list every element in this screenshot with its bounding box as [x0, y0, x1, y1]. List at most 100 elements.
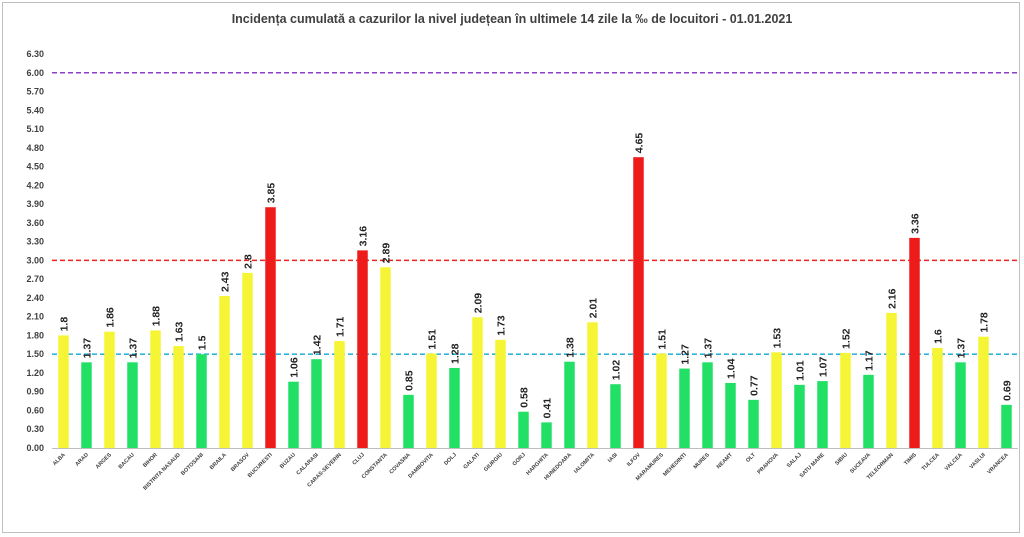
- bar: [242, 272, 253, 448]
- x-tick-label: BRAILA: [209, 452, 228, 471]
- x-tick-label: CALARASI: [296, 452, 321, 477]
- bar: [219, 296, 230, 448]
- x-tick-label: VRANCEA: [986, 452, 1009, 475]
- x-tick-label: SIBIU: [834, 452, 849, 467]
- bar: [725, 382, 736, 448]
- x-tick-label: BACAU: [118, 452, 136, 470]
- data-label: 2.09: [473, 293, 485, 314]
- bar: [288, 381, 299, 448]
- data-label: 1.38: [565, 337, 577, 358]
- x-tick-label: ALBA: [52, 452, 67, 467]
- y-tick-label: 2.40: [26, 293, 44, 303]
- bar: [932, 347, 943, 448]
- bar: [334, 341, 345, 448]
- bar: [909, 237, 920, 448]
- x-tick-label: NEAMT: [716, 452, 735, 471]
- data-label: 1.42: [312, 335, 324, 356]
- bar: [702, 362, 713, 448]
- y-tick-label: 1.80: [26, 330, 44, 340]
- bar: [173, 346, 184, 448]
- data-label: 0.69: [1002, 380, 1014, 401]
- bar: [472, 317, 483, 448]
- x-tick-label: CLUJ: [352, 452, 366, 466]
- data-label: 0.58: [519, 387, 531, 408]
- x-tick-label: HARGHITA: [525, 452, 549, 476]
- bar: [380, 267, 391, 448]
- y-tick-label: 3.30: [26, 237, 44, 247]
- bar: [633, 157, 644, 448]
- x-tick-label: OLT: [745, 452, 757, 464]
- data-label: 1.73: [496, 315, 508, 336]
- bar: [1001, 404, 1012, 448]
- y-tick-label: 0.00: [26, 443, 44, 453]
- data-label: 2.01: [588, 298, 600, 319]
- data-label: 1.27: [680, 344, 692, 365]
- data-label: 1.28: [450, 343, 462, 364]
- y-tick-label: 5.40: [26, 105, 44, 115]
- bar: [656, 353, 667, 448]
- bar: [541, 422, 552, 448]
- data-label: 2.43: [220, 271, 232, 292]
- y-tick-label: 0.60: [26, 405, 44, 415]
- data-label: 1.17: [864, 350, 876, 371]
- data-label: 1.06: [289, 357, 301, 378]
- bar: [58, 335, 69, 448]
- data-label: 2.8: [243, 254, 255, 269]
- reference-lines: [52, 71, 1018, 355]
- x-tick-label: MURES: [693, 452, 712, 471]
- data-label: 1.88: [151, 306, 163, 327]
- data-label: 1.5: [197, 335, 209, 350]
- data-label: 3.85: [266, 183, 278, 204]
- x-tick-label: ARGES: [95, 452, 113, 470]
- x-tick-label: ILFOV: [626, 452, 642, 468]
- y-tick-label: 3.90: [26, 199, 44, 209]
- x-tick-label: BOTOSANI: [180, 452, 205, 477]
- y-tick-label: 3.60: [26, 218, 44, 228]
- data-label: 1.51: [427, 329, 439, 350]
- x-tick-label: DOLJ: [443, 452, 458, 467]
- y-tick-label: 0.90: [26, 387, 44, 397]
- x-tick-label: BUCURESTI: [247, 452, 274, 479]
- bar: [150, 330, 161, 448]
- data-label: 0.77: [749, 375, 761, 396]
- x-tick-label: BUZAU: [279, 452, 297, 470]
- data-label: 1.07: [818, 356, 830, 377]
- x-tick-label: IASI: [607, 452, 619, 464]
- data-label: 1.04: [726, 358, 738, 379]
- bar: [564, 361, 575, 448]
- x-tick-label: ARAD: [74, 452, 89, 467]
- data-label: 1.63: [174, 321, 186, 342]
- bar: [518, 411, 529, 448]
- data-label: 4.65: [634, 133, 646, 154]
- data-label: 2.16: [887, 288, 899, 309]
- y-tick-label: 2.10: [26, 312, 44, 322]
- bar: [426, 353, 437, 448]
- bar: [978, 336, 989, 448]
- x-tick-label: VASLUI: [969, 452, 988, 471]
- data-label: 3.16: [358, 226, 370, 247]
- data-label: 3.36: [910, 213, 922, 234]
- data-label: 1.02: [611, 360, 623, 381]
- bar: [265, 207, 276, 448]
- x-tick-label: GALATI: [462, 452, 481, 471]
- data-label: 1.37: [82, 338, 94, 359]
- bar: [817, 381, 828, 448]
- bar: [587, 322, 598, 448]
- data-label: 1.37: [956, 338, 968, 359]
- y-tick-label: 0.30: [26, 424, 44, 434]
- y-tick-label: 6.30: [26, 49, 44, 59]
- y-axis: 0.00 0.30 0.60 0.90 1.20 1.50 1.80 2.10 2.40 2.70…: [26, 49, 1018, 453]
- y-tick-label: 5.10: [26, 124, 44, 134]
- x-tick-label: IALOMITA: [573, 452, 596, 475]
- bar: [127, 362, 138, 448]
- data-label: 0.41: [542, 398, 554, 419]
- y-tick-label: 4.80: [26, 143, 44, 153]
- x-tick-label: PRAHOVA: [757, 452, 780, 475]
- bar: [495, 339, 506, 448]
- bar: [610, 384, 621, 448]
- x-tick-label: VALCEA: [944, 452, 964, 472]
- bar: [840, 352, 851, 448]
